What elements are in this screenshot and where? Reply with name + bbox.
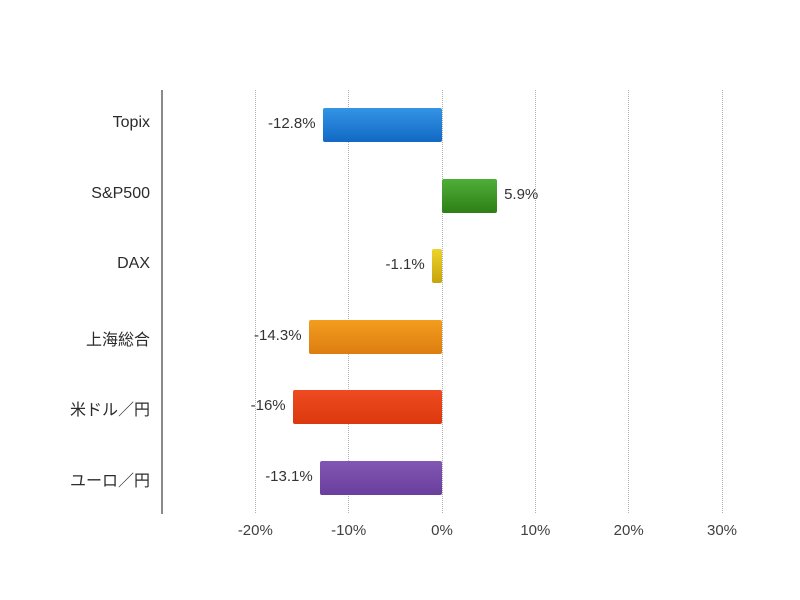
value-label: 5.9%	[504, 185, 539, 203]
x-tick-label: 20%	[613, 522, 644, 539]
x-tick-label: 0%	[431, 522, 453, 539]
bar-red	[292, 390, 442, 425]
bar-orange	[308, 319, 442, 354]
category-label: ユーロ／円	[69, 472, 150, 490]
category-label: 米ドル／円	[69, 402, 150, 420]
x-tick-label: 30%	[706, 522, 738, 539]
bar-purple	[319, 460, 442, 495]
category-label: DAX	[117, 255, 150, 273]
x-tick-label: 10%	[520, 522, 551, 539]
category-label: 上海総合	[85, 331, 150, 349]
x-tick-label: -20%	[237, 522, 273, 539]
value-label: -14.3%	[254, 326, 302, 344]
y-axis-line	[161, 90, 163, 514]
value-label: -13.1%	[265, 467, 313, 485]
gridline	[534, 90, 536, 513]
bar-blue	[322, 108, 442, 143]
value-label: -1.1%	[385, 256, 425, 274]
gridline	[441, 90, 443, 513]
value-label: -16%	[250, 397, 286, 415]
bar-yellow	[431, 249, 442, 284]
gridline	[721, 90, 723, 513]
gridline	[628, 90, 630, 513]
value-label: -12.8%	[268, 115, 316, 133]
gridline	[348, 90, 350, 513]
category-label: S&P500	[91, 184, 150, 202]
x-tick-label: -10%	[331, 522, 367, 539]
bar-green	[442, 178, 498, 213]
category-label: Topix	[112, 114, 150, 132]
gridline	[254, 90, 256, 513]
